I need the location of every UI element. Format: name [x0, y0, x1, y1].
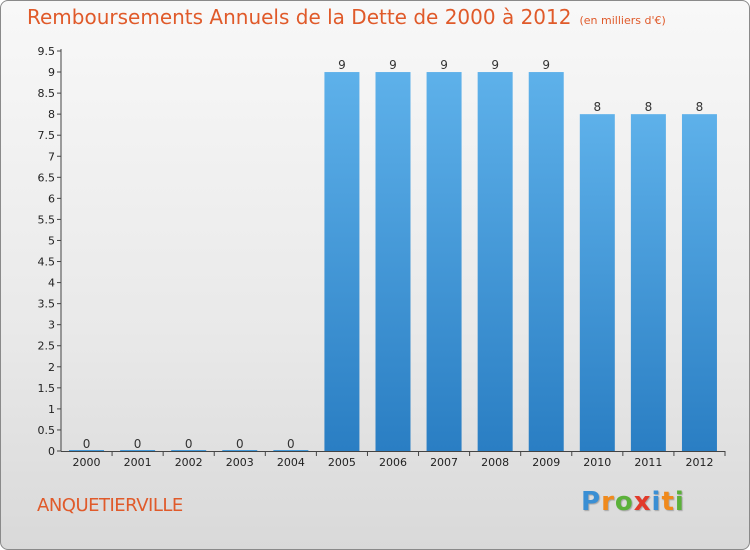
x-tick-label-2002: 2002	[175, 456, 203, 469]
bar-2010	[579, 114, 615, 451]
y-tick-label: 7	[48, 150, 55, 163]
commune-name: ANQUETIERVILLE	[37, 495, 183, 516]
bar-2012	[681, 114, 717, 451]
x-tick-label-2005: 2005	[328, 456, 356, 469]
y-tick-label: 8.5	[38, 87, 56, 100]
chart-title: Remboursements Annuels de la Dette de 20…	[27, 5, 572, 29]
y-tick-label: 6.5	[38, 171, 56, 184]
chart-title-block: Remboursements Annuels de la Dette de 20…	[27, 5, 666, 29]
value-label-2004: 0	[287, 437, 295, 451]
y-tick-label: 4.5	[38, 256, 56, 269]
bar-2003	[222, 450, 258, 451]
value-label-2001: 0	[134, 437, 142, 451]
value-label-2003: 0	[236, 437, 244, 451]
y-tick-label: 2	[48, 361, 55, 374]
value-label-2002: 0	[185, 437, 193, 451]
y-tick-label: 9.5	[38, 45, 56, 58]
y-tick-label: 7.5	[38, 129, 56, 142]
y-tick-label: 1.5	[38, 382, 56, 395]
value-label-2009: 9	[542, 58, 550, 72]
value-label-2005: 9	[338, 58, 346, 72]
bar-2007	[426, 72, 462, 451]
value-label-2007: 9	[440, 58, 448, 72]
bar-2008	[477, 72, 513, 451]
bar-2002	[171, 450, 207, 451]
bar-2000	[69, 450, 105, 451]
y-tick-label: 5.5	[38, 213, 56, 226]
x-tick-label-2011: 2011	[634, 456, 662, 469]
chart-labels: 2000 0 2001 0 2002 0 2003 0 2004 0 2005 9 2006 9 2007 9…	[73, 58, 714, 469]
x-tick-label-2003: 2003	[226, 456, 254, 469]
x-tick-label-2004: 2004	[277, 456, 305, 469]
bar-2006	[375, 72, 411, 451]
y-tick-label: 3	[48, 319, 55, 332]
x-tick-label-2012: 2012	[685, 456, 713, 469]
x-tick-label-2009: 2009	[532, 456, 560, 469]
bar-2005	[324, 72, 360, 451]
y-tick-label: 0.5	[38, 424, 56, 437]
value-label-2008: 9	[491, 58, 499, 72]
y-tick-label: 3.5	[38, 298, 56, 311]
chart-unit-note: (en milliers d'€)	[579, 14, 666, 27]
chart-axes: 0 0.5 1 1.5 2 2.5 3 3.5 4 4.5 5 5.5 6 6.5 7 7.5 8 8.5 9 9.5	[38, 45, 726, 458]
bar-2009	[528, 72, 564, 451]
y-tick-label: 9	[48, 66, 55, 79]
y-tick-label: 2.5	[38, 340, 56, 353]
proxiti-logo: Proxiti	[581, 487, 685, 517]
chart-bars	[69, 72, 717, 451]
x-tick-label-2000: 2000	[73, 456, 101, 469]
value-label-2010: 8	[593, 100, 601, 114]
x-tick-label-2006: 2006	[379, 456, 407, 469]
bar-2011	[630, 114, 666, 451]
x-tick-label-2007: 2007	[430, 456, 458, 469]
bar-2001	[120, 450, 156, 451]
value-label-2006: 9	[389, 58, 397, 72]
y-tick-label: 1	[48, 403, 55, 416]
x-tick-label-2010: 2010	[583, 456, 611, 469]
y-tick-label: 0	[48, 445, 55, 458]
y-tick-label: 5	[48, 234, 55, 247]
y-tick-label: 8	[48, 108, 55, 121]
value-label-2000: 0	[83, 437, 91, 451]
y-tick-label: 4	[48, 277, 55, 290]
y-tick-label: 6	[48, 192, 55, 205]
x-tick-label-2001: 2001	[124, 456, 152, 469]
bar-2004	[273, 450, 309, 451]
value-label-2012: 8	[696, 100, 704, 114]
x-tick-label-2008: 2008	[481, 456, 509, 469]
value-label-2011: 8	[645, 100, 653, 114]
